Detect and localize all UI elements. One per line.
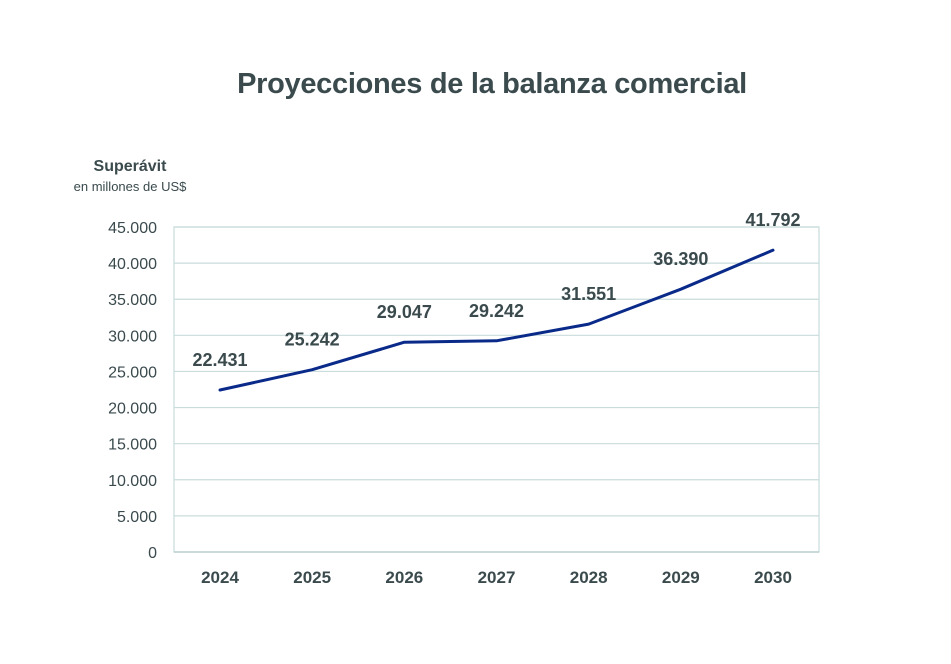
y-tick-label: 0 <box>148 545 157 562</box>
data-label: 36.390 <box>653 249 708 269</box>
y-tick-label: 5.000 <box>117 509 157 526</box>
y-tick-label: 45.000 <box>108 220 157 237</box>
data-label: 29.242 <box>469 301 524 321</box>
x-tick-label: 2028 <box>570 568 608 587</box>
data-label: 31.551 <box>561 284 616 304</box>
plot-frame <box>173 226 820 553</box>
y-tick-label: 40.000 <box>108 256 157 273</box>
y-tick-label: 15.000 <box>108 437 157 454</box>
chart-title: Proyecciones de la balanza comercial <box>237 68 747 100</box>
x-tick-label: 2025 <box>293 568 331 587</box>
y-tick-label: 10.000 <box>108 473 157 490</box>
data-label: 22.431 <box>192 350 247 370</box>
data-label: 25.242 <box>285 330 340 350</box>
x-tick-label: 2030 <box>754 568 792 587</box>
data-label: 29.047 <box>377 302 432 322</box>
y-axis-label: Superávit <box>93 158 167 175</box>
y-tick-label: 35.000 <box>108 292 157 309</box>
x-tick-label: 2029 <box>662 568 700 587</box>
series-line <box>218 248 775 392</box>
y-tick-label: 25.000 <box>108 364 157 381</box>
y-tick-label: 30.000 <box>108 328 157 345</box>
x-tick-label: 2027 <box>478 568 516 587</box>
x-tick-label: 2024 <box>201 568 239 587</box>
y-axis-unit-label: en millones de US$ <box>73 179 187 194</box>
x-tick-label: 2026 <box>385 568 423 587</box>
data-label: 41.792 <box>745 210 800 230</box>
y-tick-label: 20.000 <box>108 401 157 418</box>
